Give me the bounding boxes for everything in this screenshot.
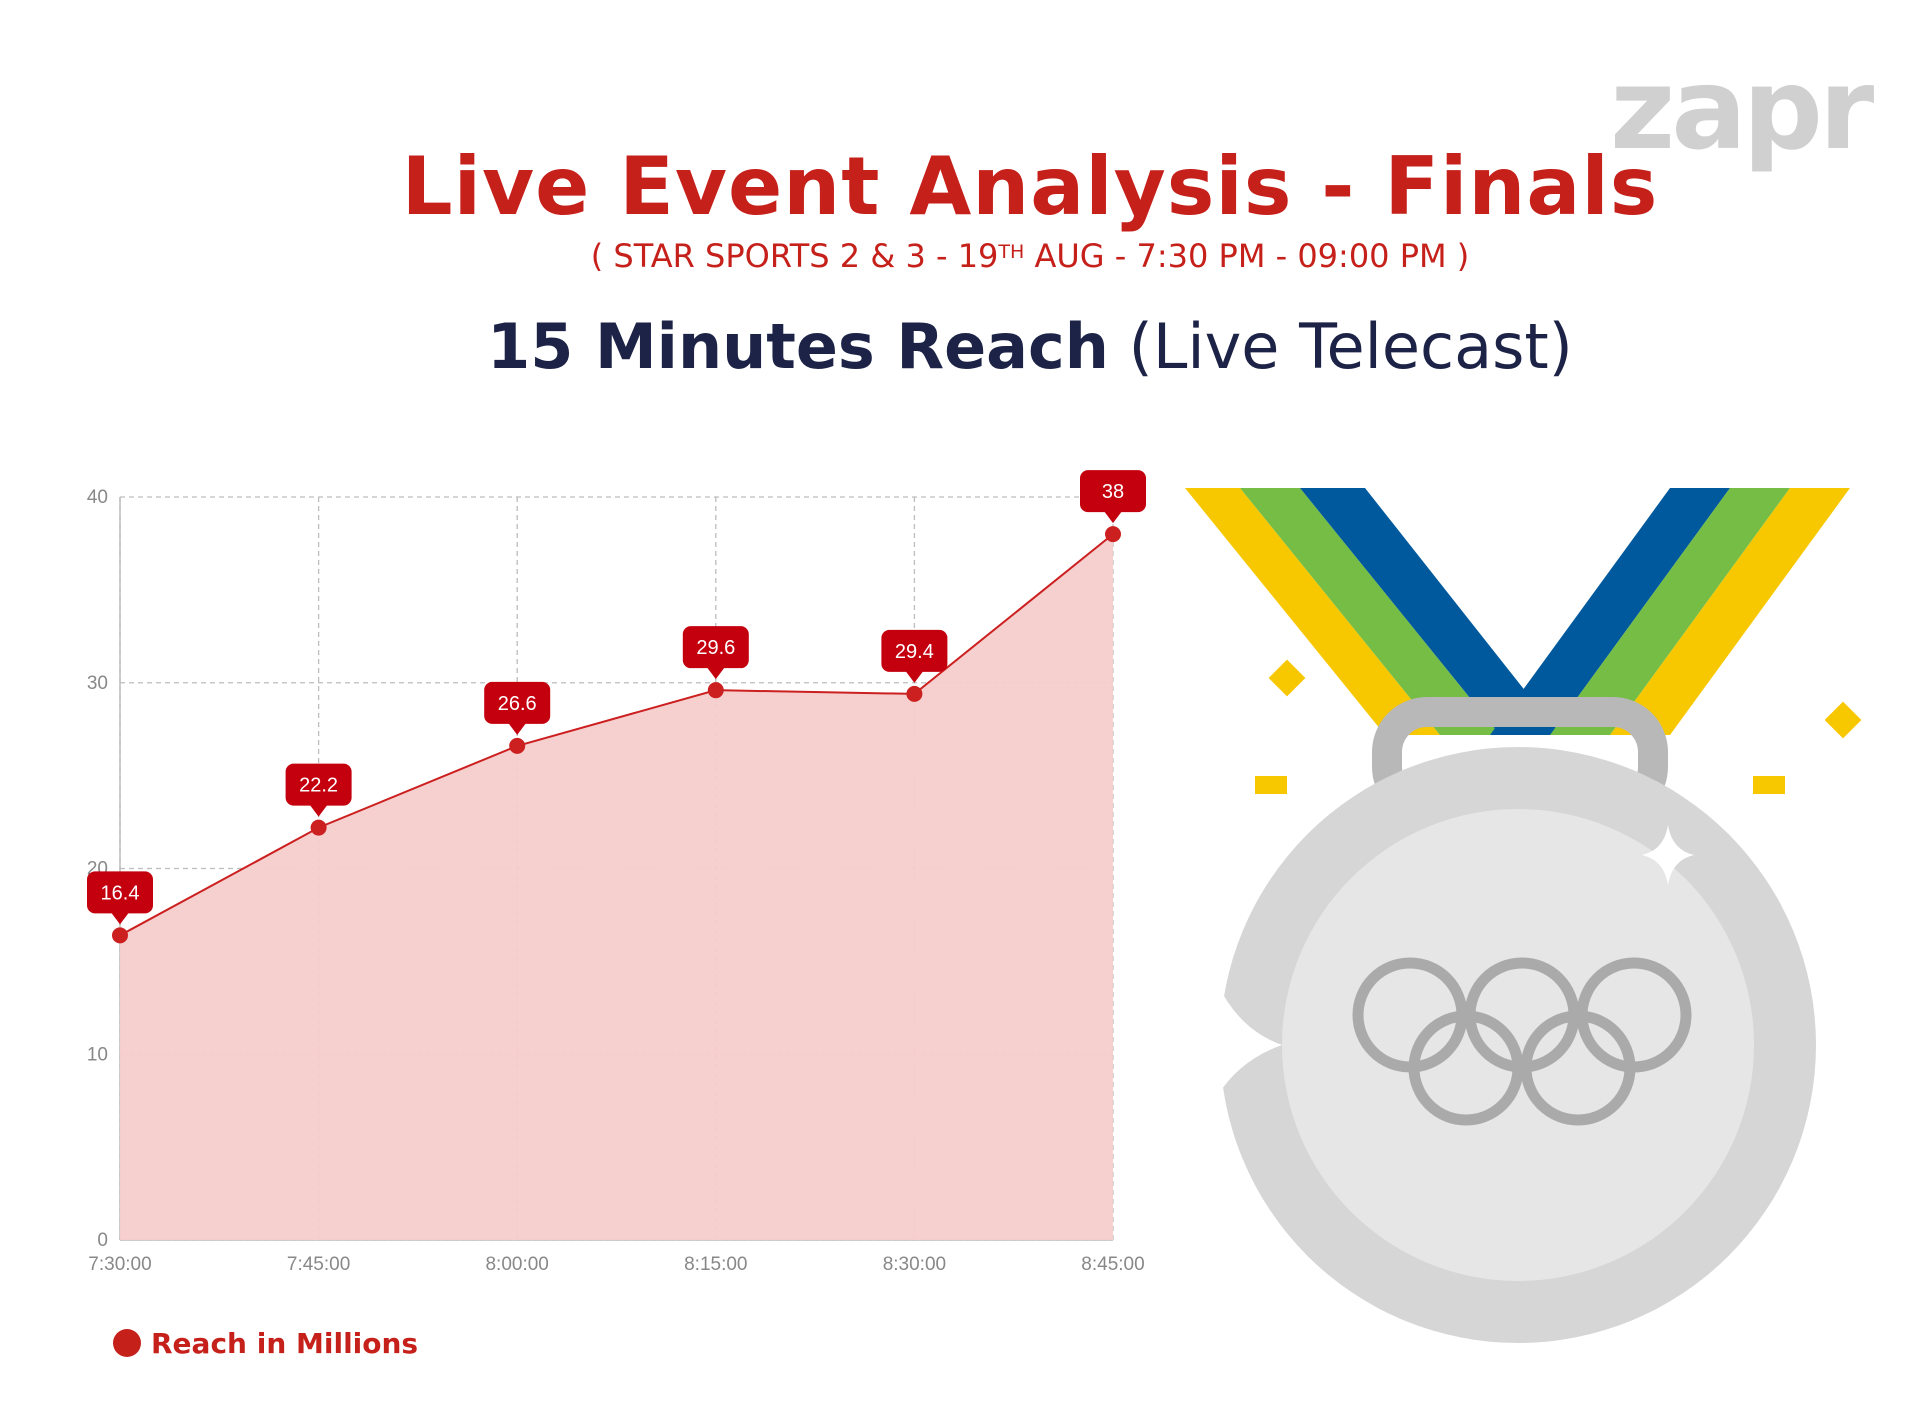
y-tick-label: 0 (97, 1230, 108, 1251)
data-label-box (881, 629, 948, 672)
data-label: 38 (1080, 470, 1146, 524)
data-label: 29.4 (881, 629, 948, 683)
data-label-box (682, 626, 749, 669)
data-label-text: 26.6 (498, 693, 537, 715)
x-tick-label: 8:30:00 (883, 1254, 946, 1275)
data-label-box (285, 763, 352, 806)
data-label-text: 16.4 (101, 882, 140, 904)
data-label-box (484, 681, 551, 724)
chart-legend: Reach in Millions (113, 1323, 418, 1363)
zapr-logo: zapr (1610, 60, 1878, 175)
data-label-box (87, 871, 153, 914)
data-label: 16.4 (87, 871, 153, 925)
confetti-piece (1255, 776, 1287, 794)
x-tick-label: 8:45:00 (1081, 1254, 1144, 1275)
data-label: 26.6 (484, 681, 551, 735)
medal-chip (1218, 985, 1282, 1095)
data-point (310, 819, 327, 836)
data-label: 29.6 (682, 626, 749, 680)
data-point (509, 737, 526, 754)
series-area (120, 534, 1113, 1240)
data-point (112, 927, 128, 944)
data-label-box (1080, 470, 1146, 513)
data-label-pointer (706, 667, 725, 680)
x-tick-label: 8:15:00 (684, 1254, 747, 1275)
confetti-piece (1824, 701, 1862, 739)
y-tick-label: 30 (87, 673, 108, 694)
subtitle-pre: ( STAR SPORTS 2 & 3 - 19 (590, 237, 999, 275)
heading-bold: 15 Minutes Reach (487, 310, 1109, 383)
data-label-pointer (508, 722, 527, 735)
ribbon-right (1490, 488, 1850, 735)
data-point (906, 685, 923, 702)
data-label-text: 29.6 (696, 637, 735, 659)
olympic-silver-medal-icon (1185, 488, 1862, 1343)
confetti-piece (1268, 659, 1306, 697)
y-tick-label: 40 (87, 487, 108, 508)
data-point (1105, 526, 1121, 543)
subtitle-sup: TH (998, 241, 1025, 263)
ribbon-left (1185, 488, 1560, 735)
zapr-logo-text: zapr (1610, 60, 1874, 175)
x-tick-label: 7:45:00 (287, 1254, 350, 1275)
data-label-text: 22.2 (299, 775, 338, 797)
page-subtitle: ( STAR SPORTS 2 & 3 - 19TH AUG - 7:30 PM… (0, 237, 1913, 275)
series-line (119, 533, 1114, 937)
data-label-pointer (309, 804, 328, 817)
data-label: 22.2 (285, 763, 352, 817)
legend-marker (113, 1329, 141, 1357)
confetti-piece (1753, 776, 1785, 794)
data-label-pointer (1104, 511, 1122, 524)
chart-heading: 15 Minutes Reach (Live Telecast) (0, 310, 1913, 383)
data-label-text: 38 (1102, 481, 1124, 503)
x-tick-label: 7:30:00 (88, 1254, 151, 1275)
legend-label: Reach in Millions (151, 1326, 419, 1360)
data-point (707, 682, 724, 699)
page-title: Live Event Analysis - Finals (401, 140, 1659, 233)
olympic-rings-icon (1352, 957, 1692, 1126)
x-tick-label: 8:00:00 (485, 1254, 548, 1275)
data-label-pointer (905, 670, 924, 683)
data-label-pointer (111, 912, 129, 925)
data-label-text: 29.4 (895, 641, 934, 663)
subtitle-post: AUG - 7:30 PM - 09:00 PM ) (1024, 237, 1470, 275)
heading-light: (Live Telecast) (1108, 310, 1573, 383)
y-tick-label: 10 (87, 1044, 108, 1065)
sparkle-icon (1642, 825, 1694, 885)
